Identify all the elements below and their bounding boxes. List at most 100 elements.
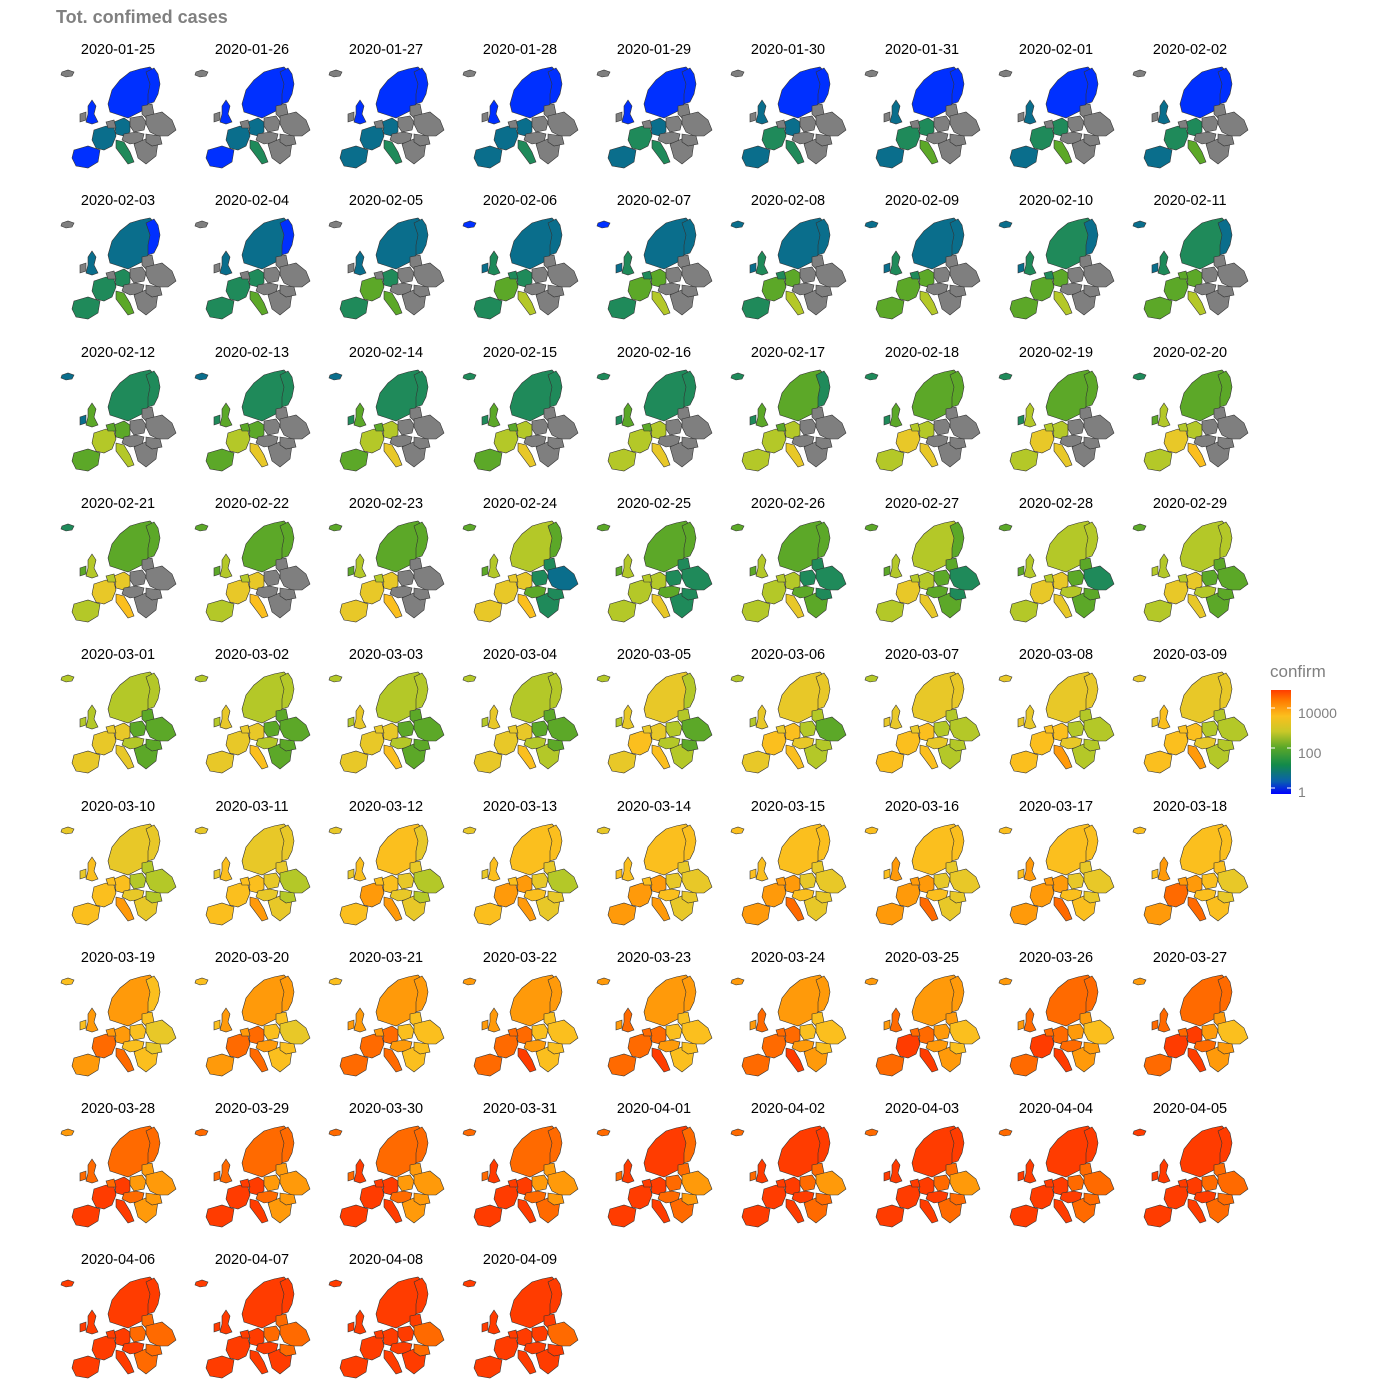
country-ireland: [213, 262, 221, 274]
map-panel: 2020-02-13: [192, 343, 324, 493]
country-eastern: [681, 716, 713, 742]
panel-date-label: 2020-03-30: [348, 1101, 424, 1118]
country-romania: [1083, 133, 1101, 147]
country-iceland: [60, 826, 75, 834]
country-uk: [889, 1007, 903, 1033]
page-title: Tot. confimed cases: [56, 7, 228, 27]
country-iberia: [473, 1356, 503, 1379]
country-poland: [799, 569, 817, 587]
country-italy: [383, 442, 403, 467]
country-iceland: [328, 826, 343, 834]
country-poland: [1067, 1174, 1085, 1192]
map-panel: 2020-03-12: [326, 797, 458, 947]
country-uk: [755, 99, 769, 125]
country-uk: [85, 704, 99, 730]
country-germany: [247, 722, 265, 742]
map-panel: 2020-02-03: [58, 191, 190, 341]
panel-date-label: 2020-01-30: [750, 42, 826, 58]
map-panel: 2020-02-01: [996, 40, 1128, 190]
country-finland: [949, 975, 965, 1013]
country-germany: [381, 1176, 399, 1196]
country-italy: [249, 896, 269, 921]
country-eastern: [413, 111, 445, 137]
country-ireland: [1017, 111, 1025, 123]
country-eastern: [1217, 868, 1249, 893]
panel-date-label: 2020-04-06: [80, 1252, 156, 1269]
country-uk: [219, 1007, 233, 1033]
country-ireland: [347, 1321, 355, 1333]
country-italy: [517, 442, 537, 467]
country-iberia: [1143, 902, 1173, 925]
europe-map: [730, 520, 847, 623]
country-uk: [1157, 99, 1171, 125]
country-uk: [353, 250, 367, 276]
country-france: [627, 276, 653, 302]
country-romania: [279, 284, 297, 298]
country-eastern: [413, 1019, 445, 1045]
country-iceland: [730, 372, 745, 380]
country-benelux: [1043, 119, 1055, 129]
country-italy: [249, 593, 269, 619]
country-uk: [219, 855, 233, 881]
country-ireland: [213, 868, 221, 879]
country-poland: [129, 1326, 147, 1343]
country-germany: [247, 1176, 265, 1196]
country-benelux: [373, 573, 385, 583]
country-finland: [815, 67, 831, 105]
country-finland: [1217, 521, 1233, 559]
map-panel: 2020-02-15: [460, 343, 592, 493]
map-panel: 2020-03-28: [58, 1099, 190, 1249]
country-iceland: [864, 1128, 879, 1137]
panel-date-label: 2020-02-06: [482, 193, 558, 210]
country-france: [761, 125, 787, 151]
country-germany: [515, 722, 533, 742]
country-iberia: [473, 1204, 503, 1228]
country-benelux: [507, 1027, 519, 1037]
country-ireland: [481, 414, 489, 426]
country-italy: [1187, 896, 1207, 921]
panel-date-label: 2020-02-22: [214, 495, 290, 512]
country-germany: [783, 420, 801, 439]
europe-map: [328, 1277, 445, 1379]
country-italy: [651, 1198, 671, 1224]
country-germany: [247, 117, 265, 137]
country-romania: [1217, 890, 1235, 903]
country-germany: [381, 571, 399, 591]
country-eastern: [279, 1019, 311, 1045]
europe-map: [462, 66, 579, 169]
country-germany: [515, 1328, 533, 1347]
country-italy: [919, 1198, 939, 1224]
country-italy: [1187, 744, 1207, 770]
country-eastern: [547, 111, 579, 137]
map-panel: 2020-01-29: [594, 40, 726, 190]
country-uk: [353, 1158, 367, 1184]
country-benelux: [775, 270, 787, 280]
country-italy: [383, 744, 403, 770]
country-romania: [547, 436, 565, 449]
country-benelux: [239, 270, 251, 280]
europe-map: [462, 671, 579, 774]
country-france: [493, 882, 519, 907]
country-iberia: [1143, 750, 1173, 774]
map-panel: 2020-02-25: [594, 494, 726, 644]
europe-map: [864, 369, 981, 471]
country-uk: [353, 1007, 367, 1033]
country-iceland: [328, 1128, 343, 1137]
country-benelux: [909, 876, 921, 885]
country-benelux: [775, 422, 787, 431]
country-ireland: [1017, 262, 1025, 274]
europe-map: [60, 217, 177, 320]
country-iceland: [462, 674, 477, 683]
country-germany: [1185, 874, 1203, 893]
panel-date-label: 2020-02-29: [1152, 495, 1228, 512]
country-romania: [413, 1041, 431, 1055]
europe-map: [194, 66, 311, 169]
country-uk: [85, 1007, 99, 1033]
country-france: [225, 276, 251, 302]
country-finland: [547, 672, 563, 710]
country-benelux: [1177, 422, 1189, 431]
map-panel: 2020-02-06: [460, 191, 592, 341]
country-poland: [933, 569, 951, 587]
country-romania: [1083, 1041, 1101, 1055]
panel-date-label: 2020-02-02: [1152, 42, 1228, 58]
